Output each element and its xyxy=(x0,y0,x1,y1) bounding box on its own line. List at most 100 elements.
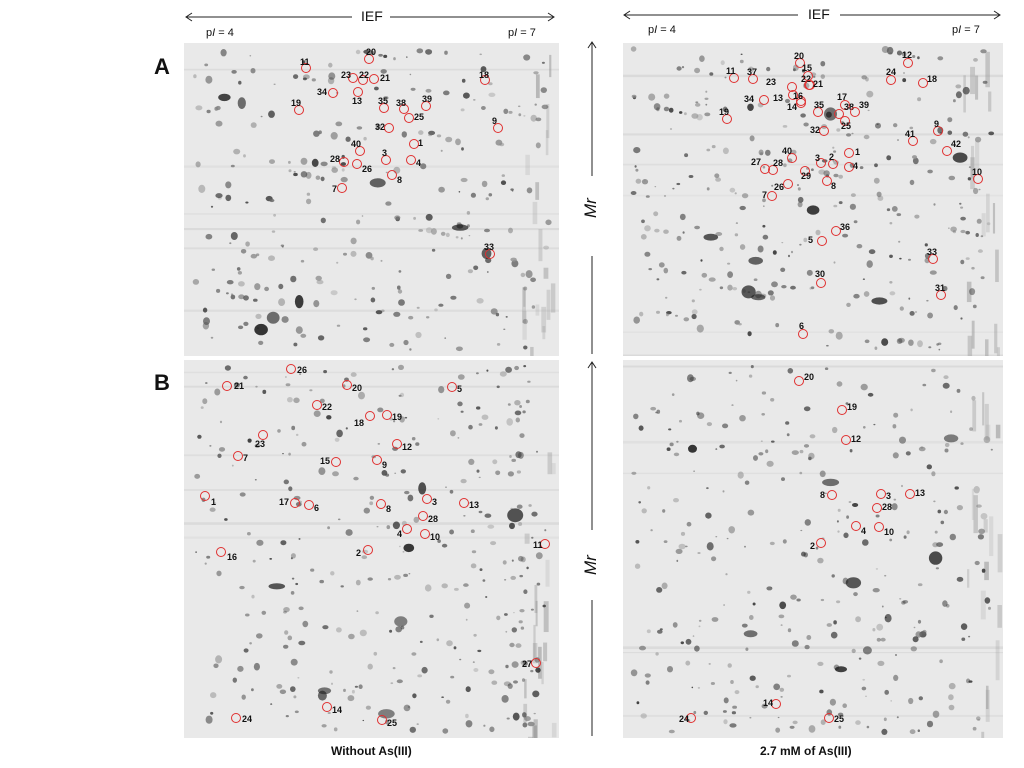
spot-marker xyxy=(813,107,823,117)
spot-number-label: 2 xyxy=(829,152,835,162)
spot-number-label: 10 xyxy=(884,527,895,537)
spot-marker xyxy=(817,236,827,246)
spot-number-label: 28 xyxy=(882,502,893,512)
spot-number-label: 25 xyxy=(387,718,398,728)
spot-number-label: 40 xyxy=(351,139,362,149)
spot-number-label: 12 xyxy=(402,442,413,452)
spot-number-label: 4 xyxy=(861,526,867,536)
spot-marker xyxy=(819,126,829,136)
spot-number-label: 8 xyxy=(397,175,403,185)
spot-marker xyxy=(800,166,810,176)
spot-number-label: 13 xyxy=(352,96,363,106)
spot-number-label: 26 xyxy=(297,365,308,375)
spot-marker xyxy=(876,489,886,499)
spot-number-label: 14 xyxy=(787,102,798,112)
spot-marker xyxy=(304,500,314,510)
spot-number-label: 32 xyxy=(375,122,386,132)
gel-image-b-without-arsenic: 26 21 20 5 22 18 19 23 12 7 15 9 1 17 6 8 3 13 28 4 10 2 11 16 2… xyxy=(184,360,559,738)
spot-number-label: 8 xyxy=(831,181,837,191)
spot-marker xyxy=(540,539,550,549)
pi-start-left: pI = 4 xyxy=(206,27,234,39)
spot-marker xyxy=(404,113,414,123)
spot-number-label: 33 xyxy=(927,247,938,257)
spot-marker xyxy=(290,498,300,508)
spot-number-label: 20 xyxy=(366,47,377,57)
spot-marker xyxy=(942,146,952,156)
spot-number-label: 23 xyxy=(766,77,777,87)
spot-marker xyxy=(409,139,419,149)
spot-number-label: 1 xyxy=(418,138,424,148)
spot-marker xyxy=(358,75,368,85)
spot-marker xyxy=(787,153,797,163)
spot-number-label: 9 xyxy=(492,116,498,126)
spot-marker xyxy=(231,713,241,723)
spot-number-label: 25 xyxy=(414,112,425,122)
spot-number-label: 32 xyxy=(810,125,821,135)
spot-number-label: 1 xyxy=(211,497,217,507)
spot-number-label: 10 xyxy=(430,532,441,542)
spot-number-label: 18 xyxy=(354,418,365,428)
ief-arrow-left xyxy=(184,8,558,26)
spot-number-label: 3 xyxy=(815,153,821,163)
pi-end-left: pI = 7 xyxy=(508,27,536,39)
spot-marker xyxy=(851,521,861,531)
spot-number-label: 11 xyxy=(533,540,543,550)
mr-arrow-bottom xyxy=(584,360,600,740)
spot-number-label: 7 xyxy=(243,453,249,463)
spot-marker xyxy=(816,158,826,168)
spot-number-label: 29 xyxy=(801,171,812,181)
spot-marker xyxy=(933,126,943,136)
spot-number-label: 34 xyxy=(317,87,328,97)
spot-number-label: 15 xyxy=(320,456,331,466)
spot-marker xyxy=(421,101,431,111)
mr-label-bottom: Mr xyxy=(581,555,600,575)
spot-number-label: 28 xyxy=(428,514,439,524)
spot-number-label: 35 xyxy=(378,96,389,106)
spot-number-label: 16 xyxy=(793,91,804,101)
spot-number-label: 5 xyxy=(808,235,814,245)
spot-number-label: 21 xyxy=(813,79,824,89)
spot-marker xyxy=(928,254,938,264)
spot-number-label: 13 xyxy=(469,500,480,510)
spot-marker xyxy=(936,290,946,300)
spot-marker xyxy=(886,75,896,85)
spot-marker xyxy=(816,278,826,288)
spot-number-label: 20 xyxy=(794,51,805,61)
spot-marker xyxy=(822,176,832,186)
pi-start-right: pI = 4 xyxy=(648,24,676,36)
spot-number-label: 22 xyxy=(359,70,370,80)
spot-number-label: 4 xyxy=(397,529,403,539)
spot-number-label: 36 xyxy=(840,222,851,232)
spot-marker xyxy=(392,439,402,449)
spot-marker xyxy=(447,382,457,392)
spot-number-label: 20 xyxy=(804,372,815,382)
spot-number-label: 11 xyxy=(300,57,310,67)
spot-marker xyxy=(798,329,808,339)
spot-number-label: 28 xyxy=(330,154,341,164)
spot-number-label: 9 xyxy=(382,460,388,470)
spot-number-label: 21 xyxy=(380,73,391,83)
spot-marker xyxy=(365,411,375,421)
spot-marker xyxy=(767,191,777,201)
spot-number-label: 3 xyxy=(382,148,388,158)
spot-number-label: 26 xyxy=(774,182,785,192)
spot-number-label: 8 xyxy=(386,504,392,514)
spot-marker xyxy=(418,511,428,521)
gel-image-a-with-arsenic: 20 12 11 37 24 15 18 23 22 21 13 17 34 14 16 35 38 39 19 32… xyxy=(623,43,1003,356)
spot-marker xyxy=(258,430,268,440)
spot-number-label: 5 xyxy=(457,384,463,394)
spot-number-label: 26 xyxy=(362,164,373,174)
spot-number-label: 30 xyxy=(815,269,826,279)
spot-number-label: 3 xyxy=(432,497,438,507)
spot-marker xyxy=(301,63,311,73)
spot-marker xyxy=(844,148,854,158)
spot-number-label: 3 xyxy=(886,491,892,501)
spot-marker xyxy=(722,114,732,124)
spot-number-label: 13 xyxy=(773,93,784,103)
spot-marker xyxy=(795,58,805,68)
spot-number-label: 18 xyxy=(479,70,490,80)
spot-marker xyxy=(342,380,352,390)
spot-number-label: 16 xyxy=(227,552,238,562)
gel-image-b-with-arsenic: 20 19 12 8 3 13 28 4 10 2 14 24 25 xyxy=(623,360,1003,738)
spot-marker xyxy=(840,100,850,110)
